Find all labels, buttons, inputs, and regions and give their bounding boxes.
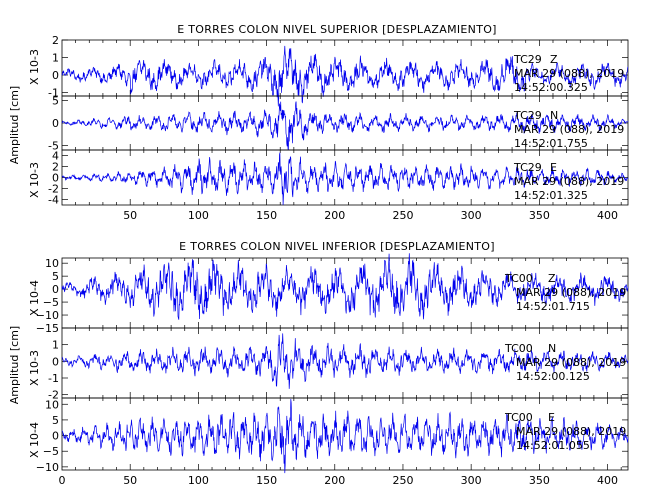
date-label: MAR 29 (088), 2019 (516, 356, 626, 369)
y-tick-label: −5 (43, 296, 59, 309)
panel-tc29-z: -1 0 1 2 X 10-3 TC29 Z MAR 29 (088), 2019 1… (28, 34, 629, 107)
y-tick-label: −10 (36, 309, 59, 322)
waveform-trace (61, 253, 629, 320)
y-tick-label: 2 (52, 34, 59, 47)
panel-tc00-n: -2-101 X 10-3 TC00 N MAR 29 (088), 2019 … (28, 327, 629, 402)
y-tick-label: −10 (36, 461, 59, 474)
x-tick-label: 250 (392, 209, 413, 222)
x-tick-label: 50 (123, 209, 137, 222)
component-label: N (550, 109, 558, 122)
chart-title: E TORRES COLON NIVEL INFERIOR [DESPLAZAM… (179, 240, 495, 253)
y-tick-label: 1 (52, 52, 59, 65)
y-tick-label: 0 (52, 355, 59, 368)
panel-frame (61, 397, 629, 471)
y-tick-label: 10 (45, 257, 59, 270)
component-label: N (548, 342, 556, 355)
y-tick-label: 2 (52, 161, 59, 174)
chart-inferior: E TORRES COLON NIVEL INFERIOR [DESPLAZAM… (8, 240, 629, 487)
station-label: TC00 (504, 272, 533, 285)
x-axis: 50 100 150 200 250 300 350 400 (123, 209, 618, 222)
panel-axes: −10 −5 0 5 10 (36, 397, 629, 474)
date-label: MAR 29 (088), 2019 (516, 286, 626, 299)
y-tick-label: -5 (48, 140, 59, 153)
waveform-trace (61, 45, 629, 107)
y-tick-label: -4 (48, 194, 59, 207)
time-label: 14:52:01.755 (514, 137, 588, 150)
waveform-trace (61, 101, 629, 151)
y-tick-label: 5 (52, 95, 59, 108)
x-tick-label: 150 (256, 209, 277, 222)
date-label: MAR 29 (088), 2019 (514, 67, 624, 80)
amplitude-scale-label: X 10-3 (28, 162, 41, 198)
y-tick-label: 0 (52, 430, 59, 443)
x-tick-label: 50 (123, 474, 137, 487)
station-label: TC29 (513, 109, 542, 122)
waveform-trace (61, 399, 629, 474)
time-label: 14:52:01.055 (516, 439, 590, 452)
time-label: 14:52:00.325 (514, 81, 588, 94)
waveform-trace (61, 333, 629, 389)
time-label: 14:52:01.715 (516, 300, 590, 313)
x-tick-label: 300 (461, 474, 482, 487)
y-axis-label: Amplitud [cm] (8, 86, 21, 164)
y-tick-label: 1 (52, 339, 59, 352)
component-label: E (550, 161, 557, 174)
chart-superior: E TORRES COLON NIVEL SUPERIOR [DESPLAZAM… (8, 23, 629, 222)
chart-title: E TORRES COLON NIVEL SUPERIOR [DESPLAZAM… (177, 23, 497, 36)
y-tick-label: −5 (43, 445, 59, 458)
date-label: MAR 29 (088), 2019 (514, 123, 624, 136)
x-tick-label: 150 (256, 474, 277, 487)
x-tick-label: 250 (392, 474, 413, 487)
panel-tc00-e: −10 −5 0 5 10 X 10-4 TC00 E MAR 29 (088), 20… (28, 397, 629, 474)
y-tick-label: -2 (48, 389, 59, 402)
y-tick-label: -1 (48, 87, 59, 100)
station-label: TC29 (513, 161, 542, 174)
panel-tc29-n: -5 0 5 TC29 N MAR 29 (088), 2019 14:52:01.… (48, 95, 629, 153)
x-tick-label: 100 (188, 209, 209, 222)
y-tick-label: 0 (52, 69, 59, 82)
station-label: TC00 (504, 411, 533, 424)
y-axis-label: Amplitud [cm] (8, 326, 21, 404)
x-tick-label: 100 (188, 474, 209, 487)
x-axis: 0 50 100 150 200 250 300 350 400 (59, 474, 619, 487)
x-tick-label: 400 (597, 474, 618, 487)
amplitude-scale-label: X 10-4 (28, 280, 41, 316)
y-tick-label: 5 (52, 414, 59, 427)
waveform-trace (61, 152, 629, 206)
amplitude-scale-label: X 10-3 (28, 350, 41, 386)
y-tick-label: 0 (52, 283, 59, 296)
component-label: Z (550, 53, 558, 66)
amplitude-scale-label: X 10-3 (28, 49, 41, 85)
x-tick-label: 350 (529, 209, 550, 222)
y-tick-label: -1 (48, 372, 59, 385)
x-tick-label: 300 (461, 209, 482, 222)
amplitude-scale-label: X 10-4 (28, 422, 41, 458)
date-label: MAR 29 (088), 2019 (516, 425, 626, 438)
x-tick-label: 200 (324, 474, 345, 487)
y-tick-label: 10 (45, 398, 59, 411)
station-label: TC29 (513, 53, 542, 66)
component-label: E (548, 411, 555, 424)
x-tick-label: 400 (597, 209, 618, 222)
y-tick-label: 0 (52, 172, 59, 185)
x-tick-label: 350 (529, 474, 550, 487)
y-tick-label: 0 (52, 117, 59, 130)
component-label: Z (548, 272, 556, 285)
station-label: TC00 (504, 342, 533, 355)
x-tick-label: 200 (324, 209, 345, 222)
date-label: MAR 29 (088), 2019 (514, 175, 624, 188)
y-tick-label: 4 (52, 150, 59, 163)
x-tick-label: 0 (59, 474, 66, 487)
time-label: 14:52:01.325 (514, 189, 588, 202)
y-tick-label: 5 (52, 270, 59, 283)
time-label: 14:52:00.125 (516, 370, 590, 383)
y-tick-label: −15 (36, 322, 59, 335)
y-tick-label: -2 (48, 183, 59, 196)
